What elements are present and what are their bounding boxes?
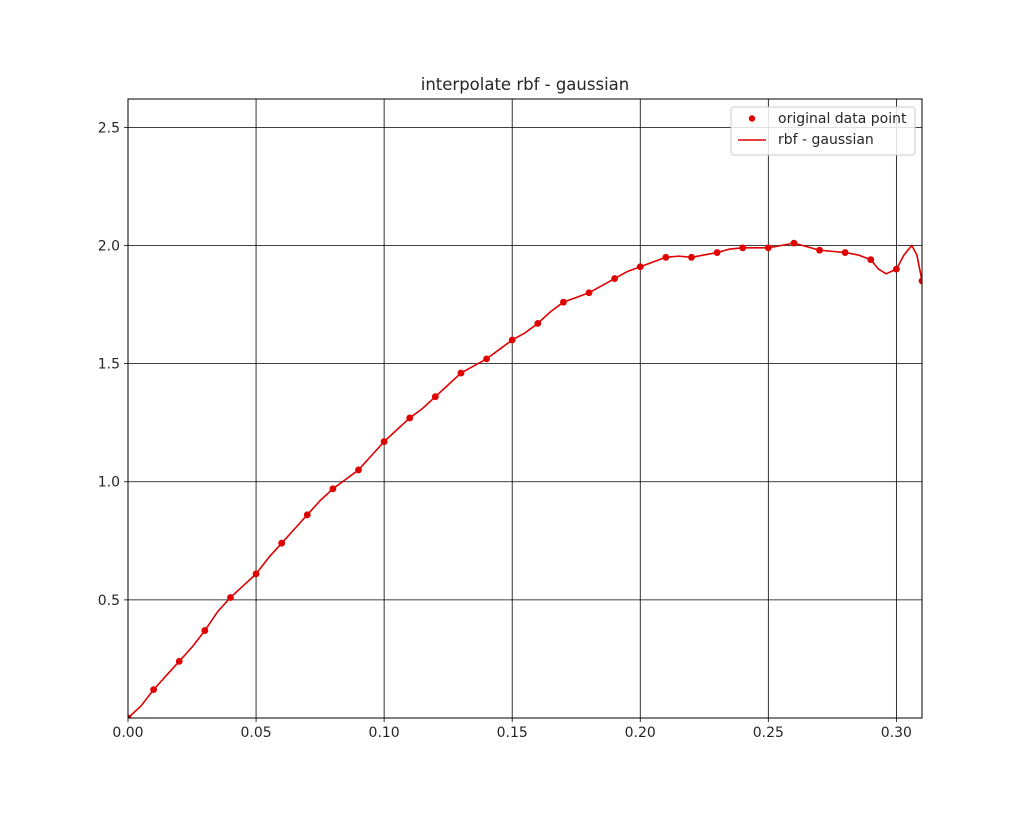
x-tick-label: 0.20	[625, 725, 656, 741]
data-point	[457, 369, 465, 377]
data-point	[380, 438, 388, 445]
data-point	[355, 466, 362, 474]
data-point	[406, 414, 414, 422]
y-tick-label: 1.0	[98, 475, 120, 491]
data-point	[252, 570, 260, 578]
axis-ticks: 0.00 0.05 0.10 0.15 0.20 0.25 0.30 0.5 1.0 1.5 2.0…	[98, 120, 912, 741]
data-point	[841, 249, 849, 256]
grid-lines	[127, 99, 922, 718]
legend-label-line: rbf - gaussian	[778, 132, 874, 148]
data-point	[329, 485, 337, 493]
y-tick-label: 2.0	[98, 238, 120, 254]
chart-title: interpolate rbf - gaussian	[421, 75, 629, 94]
data-point	[175, 657, 183, 665]
data-point	[303, 511, 311, 519]
data-point	[585, 289, 593, 297]
data-point	[892, 265, 900, 273]
data-point	[662, 253, 670, 261]
data-point	[790, 239, 798, 247]
data-point	[534, 320, 542, 327]
x-tick-label: 0.00	[112, 725, 143, 741]
x-tick-label: 0.15	[497, 725, 528, 741]
legend-label-scatter: original data point	[778, 111, 907, 127]
data-point	[128, 714, 132, 718]
data-point	[713, 249, 721, 256]
data-point	[739, 244, 747, 252]
x-tick-label: 0.10	[369, 725, 400, 741]
data-point	[867, 256, 875, 264]
legend-box	[730, 106, 916, 156]
data-point	[483, 355, 490, 363]
y-tick-label: 2.5	[98, 120, 120, 136]
x-tick-label: 0.25	[753, 725, 784, 741]
legend-scatter-marker	[748, 115, 756, 122]
data-point	[918, 277, 922, 285]
data-point	[560, 298, 567, 306]
plot-area	[128, 239, 922, 718]
data-point	[636, 263, 644, 271]
x-tick-label: 0.30	[881, 725, 912, 741]
data-point	[201, 627, 209, 634]
x-tick-label: 0.05	[240, 725, 271, 741]
data-point	[508, 336, 516, 344]
y-tick-label: 1.5	[98, 357, 120, 373]
data-point	[688, 253, 695, 261]
data-point	[227, 594, 234, 601]
data-point	[816, 246, 823, 254]
data-point	[150, 686, 158, 694]
data-point	[611, 275, 619, 282]
data-point	[764, 244, 772, 252]
axes-frame	[127, 98, 923, 719]
data-point	[278, 539, 286, 547]
y-tick-label: 0.5	[98, 593, 120, 609]
data-point	[431, 393, 439, 401]
legend: original data point rbf - gaussian	[730, 106, 916, 156]
